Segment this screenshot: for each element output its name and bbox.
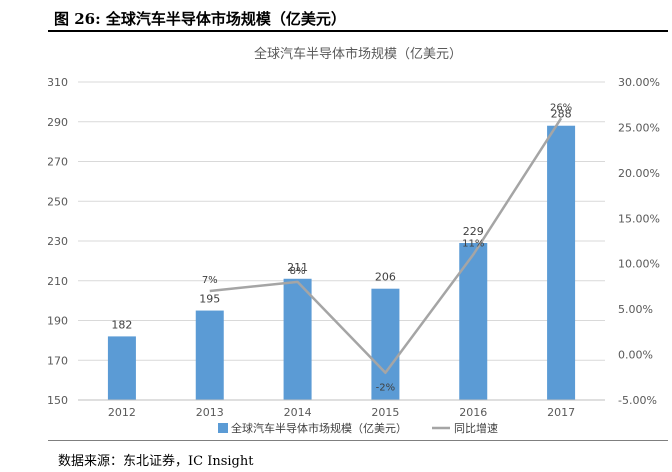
legend-bar-swatch xyxy=(218,423,228,433)
bar-series: 182 195 211 206 229 288 xyxy=(107,108,576,400)
growth-label: -2% xyxy=(376,383,395,394)
x-axis: 2012 2013 2014 2015 2016 2017 xyxy=(78,399,605,419)
figure-source: 数据来源：东北证券，IC Insight xyxy=(48,440,668,470)
y-axis-right: -5.00% 0.00% 5.00% 10.00% 15.00% 20.00% 25.00%… xyxy=(618,76,660,407)
bar xyxy=(283,278,312,400)
bar-value-label: 229 xyxy=(463,225,484,238)
x-tick-label: 2015 xyxy=(371,406,399,419)
legend-bar-label: 全球汽车半导体市场规模（亿美元） xyxy=(231,421,407,435)
y-axis-left: 150 170 190 210 230 250 270 290 310 xyxy=(48,76,68,407)
y-left-tick-label: 190 xyxy=(48,315,68,328)
y-left-tick-label: 270 xyxy=(48,156,68,169)
growth-label: 7% xyxy=(202,275,218,286)
bar-value-label: 195 xyxy=(199,293,220,306)
bar-value-label: 288 xyxy=(551,108,572,121)
chart-title: 全球汽车半导体市场规模（亿美元） xyxy=(254,46,462,62)
x-tick-label: 2016 xyxy=(459,406,487,419)
bar xyxy=(107,336,136,400)
bar xyxy=(195,310,224,400)
bar xyxy=(371,288,400,400)
y-left-tick-label: 290 xyxy=(48,116,68,129)
x-tick-label: 2017 xyxy=(547,406,575,419)
y-left-tick-label: 230 xyxy=(48,235,68,248)
y-right-tick-label: 25.00% xyxy=(618,121,660,134)
source-text: 数据来源：东北证券，IC Insight xyxy=(58,454,254,469)
y-left-tick-label: 250 xyxy=(48,195,68,208)
growth-label: 11% xyxy=(462,239,484,250)
y-left-tick-label: 210 xyxy=(48,275,68,288)
x-tick-label: 2014 xyxy=(284,406,312,419)
bar-value-label: 206 xyxy=(375,271,396,284)
y-left-tick-label: 170 xyxy=(48,354,68,367)
figure-header: 图 26: 全球汽车半导体市场规模（亿美元） xyxy=(48,6,668,32)
x-tick-label: 2012 xyxy=(108,406,136,419)
x-tick-label: 2013 xyxy=(196,406,224,419)
growth-label: 8% xyxy=(290,266,306,277)
bar xyxy=(547,125,576,400)
figure-title: 图 26: 全球汽车半导体市场规模（亿美元） xyxy=(54,10,346,28)
chart: 全球汽车半导体市场规模（亿美元） 150 170 190 210 230 250 270 29… xyxy=(48,46,660,435)
y-right-tick-label: 20.00% xyxy=(618,167,660,180)
growth-line xyxy=(209,117,563,374)
y-right-tick-label: 15.00% xyxy=(618,212,660,225)
y-right-tick-label: 0.00% xyxy=(618,349,653,362)
legend-line-label: 同比增速 xyxy=(454,421,498,435)
legend: 全球汽车半导体市场规模（亿美元） 同比增速 xyxy=(218,421,498,435)
line-series: 7% 8% -2% 11% 26% xyxy=(202,102,572,393)
gridlines xyxy=(78,81,605,361)
y-right-tick-label: -5.00% xyxy=(618,394,657,407)
y-right-tick-label: 5.00% xyxy=(618,303,653,316)
y-right-tick-label: 10.00% xyxy=(618,258,660,271)
y-left-tick-label: 150 xyxy=(48,394,68,407)
y-right-tick-label: 30.00% xyxy=(618,76,660,89)
growth-label: 26% xyxy=(550,102,572,113)
bar-value-label: 211 xyxy=(287,261,308,274)
y-left-tick-label: 310 xyxy=(48,76,68,89)
bar-value-label: 182 xyxy=(111,318,132,331)
